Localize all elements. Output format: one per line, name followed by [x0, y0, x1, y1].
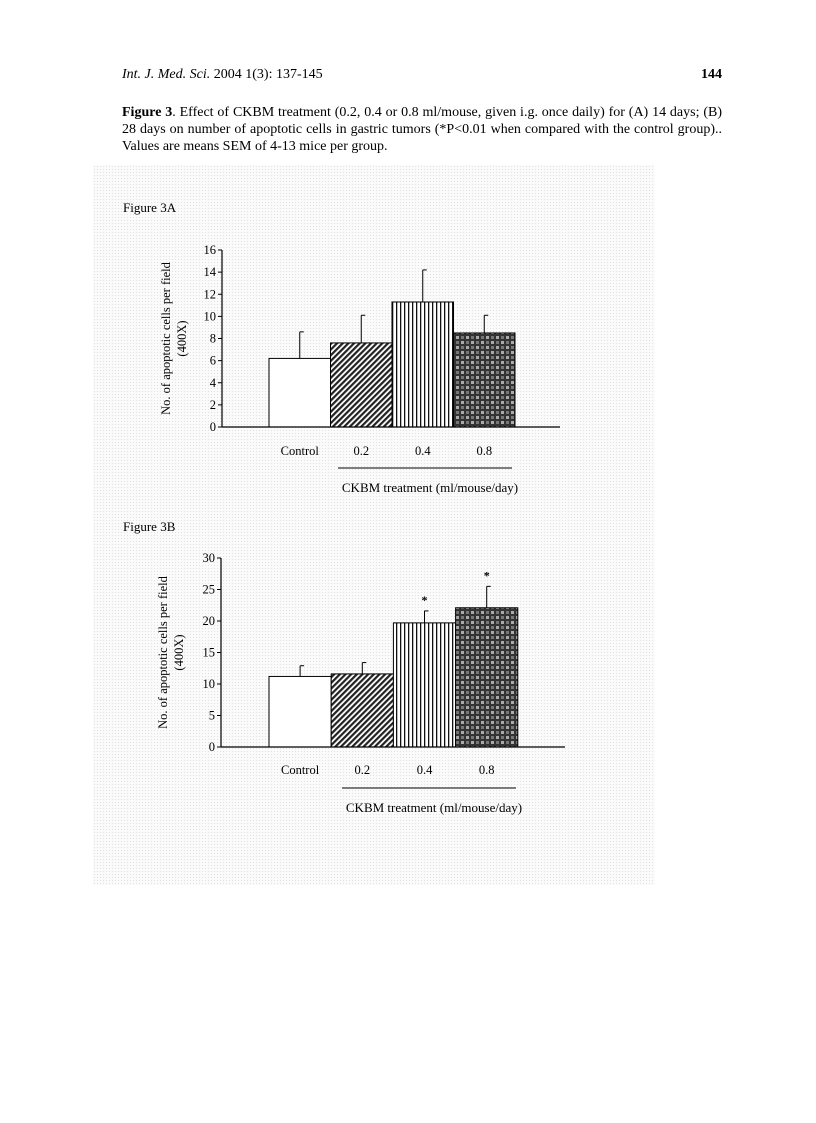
x-tick-label: 0.2: [354, 763, 370, 777]
running-header: Int. J. Med. Sci. 2004 1(3): 137-145: [122, 67, 323, 83]
y-tick-label: 2: [210, 398, 216, 412]
y-tick-label: 30: [203, 551, 216, 565]
significance-marker: *: [484, 568, 490, 582]
x-axis-label: CKBM treatment (ml/mouse/day): [346, 800, 522, 815]
significance-marker: *: [422, 593, 428, 607]
x-axis-label: CKBM treatment (ml/mouse/day): [342, 480, 518, 495]
y-tick-label: 10: [203, 677, 216, 691]
bar-0.4: [391, 301, 454, 428]
bar-0.8: [455, 607, 519, 748]
caption-text: . Effect of CKBM treatment (0.2, 0.4 or …: [122, 105, 722, 154]
y-tick-label: 0: [210, 420, 216, 434]
figure-background: [93, 165, 655, 885]
bar-0.2: [330, 342, 393, 428]
y-tick-label: 25: [203, 583, 216, 597]
y-tick-label: 16: [204, 243, 217, 257]
chart-title: Figure 3A: [123, 200, 177, 215]
page-number: 144: [701, 67, 722, 82]
bar-0.4: [392, 622, 457, 748]
y-tick-label: 14: [204, 265, 217, 279]
figure-caption: Figure 3. Effect of CKBM treatment (0.2,…: [122, 104, 722, 155]
y-tick-label: 10: [204, 309, 217, 323]
y-tick-label: 4: [210, 376, 217, 390]
y-axis-label: No. of apoptotic cells per field: [159, 261, 173, 414]
caption-label: Figure 3: [122, 105, 173, 120]
y-axis-label: No. of apoptotic cells per field: [156, 575, 170, 728]
y-tick-label: 0: [209, 740, 215, 754]
x-tick-label: 0.4: [415, 444, 431, 458]
bar-0.8: [453, 332, 516, 428]
y-tick-label: 6: [210, 354, 216, 368]
y-tick-label: 12: [204, 287, 217, 301]
chart-3a: Figure 3A Control 0.2 0.4 0.8 0 2 4 6 8 10 12 14 16 No…: [123, 200, 560, 495]
y-axis-label: (400X): [172, 634, 186, 670]
citation: 2004 1(3): 137-145: [213, 67, 323, 82]
chart-title: Figure 3B: [123, 519, 176, 534]
journal-name: Int. J. Med. Sci.: [122, 67, 211, 82]
y-axis-label: (400X): [175, 320, 189, 356]
x-tick-label: 0.8: [476, 444, 492, 458]
bar-Control: [268, 675, 332, 748]
y-tick-label: 8: [210, 332, 216, 346]
x-tick-label: Control: [281, 763, 320, 777]
x-tick-label: Control: [281, 444, 320, 458]
chart-3b: Figure 3B Control 0.2 * 0.4 * 0.8 0 5 10 15 20 25 30 N…: [123, 519, 565, 815]
bar-0.2: [330, 673, 394, 748]
bar-Control: [268, 357, 331, 428]
y-tick-label: 20: [203, 614, 216, 628]
x-tick-label: 0.8: [479, 763, 495, 777]
x-tick-label: 0.4: [417, 763, 433, 777]
y-tick-label: 15: [203, 646, 216, 660]
y-tick-label: 5: [209, 709, 215, 723]
x-tick-label: 0.2: [353, 444, 369, 458]
